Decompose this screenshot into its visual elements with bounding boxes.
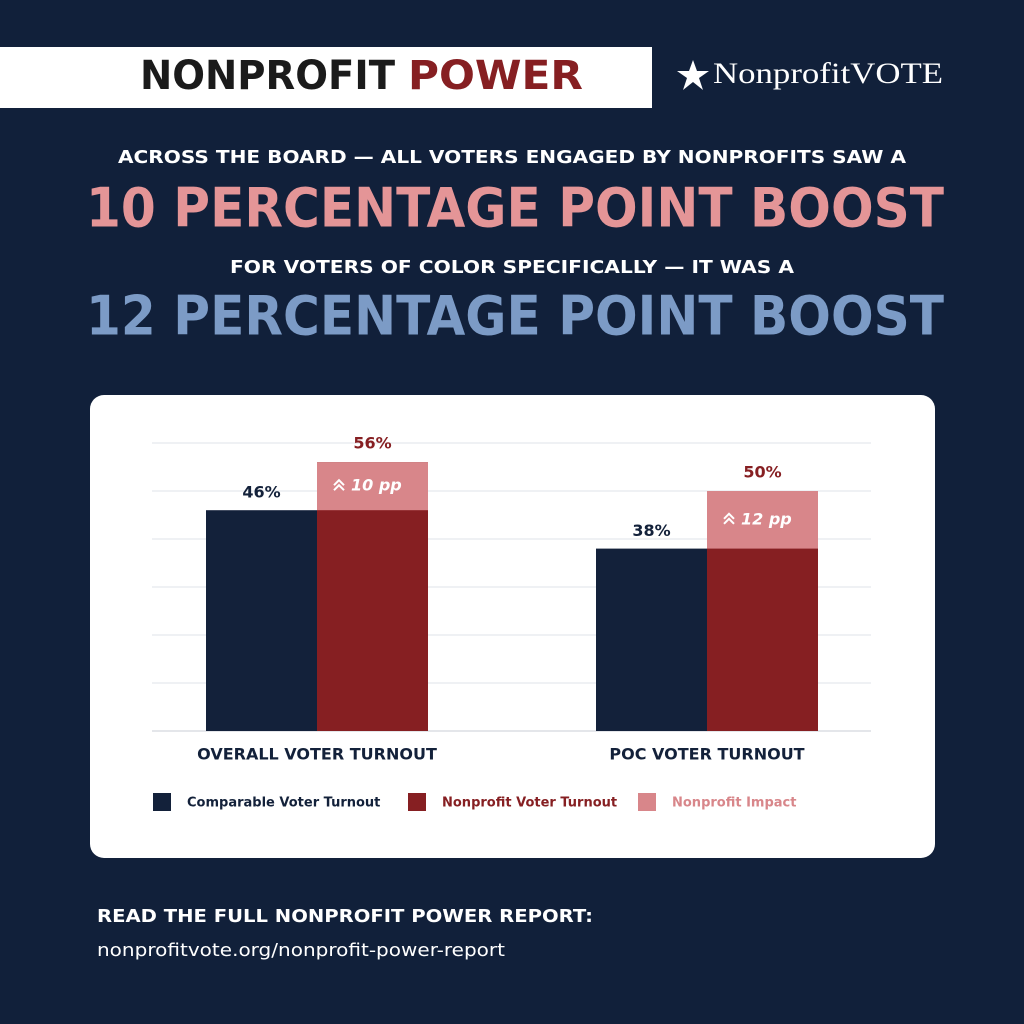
impact-segment [317,462,428,511]
x-tick-label: OVERALL VOTER TURNOUT [197,745,437,764]
header-title: NONPROFIT [140,53,396,99]
footer-url[interactable]: nonprofitvote.org/nonprofit-power-report [97,940,505,961]
impact-segment [707,491,818,549]
logo-star [677,60,709,90]
x-tick-label: POC VOTER TURNOUT [609,745,804,764]
bar [206,510,317,731]
impact-label: 12 pp [741,509,792,528]
header-band [0,47,652,108]
headline-big: 12 PERCENTAGE POINT BOOST [86,285,944,348]
header-title-accent: POWER [408,53,583,99]
chevron-icon [333,478,345,491]
bar [596,548,707,731]
legend-label: Nonprofit Impact [672,796,796,811]
value-label: 56% [353,434,391,453]
impact-label: 10 pp [351,476,402,495]
headline-line: ACROSS THE BOARD — ALL VOTERS ENGAGED BY… [118,147,906,168]
value-label: 50% [743,463,781,482]
value-label: 38% [632,521,670,540]
legend-swatch [153,793,171,811]
headline-big: 10 PERCENTAGE POINT BOOST [86,177,944,240]
legend-label: Nonprofit Voter Turnout [442,796,617,811]
value-label: 46% [242,483,280,502]
chart: OVERALL VOTER TURNOUT 46% 56% 10 pp POC VOTE… [152,434,871,811]
legend-swatch [638,793,656,811]
logo-text: NonprofitVOTE [713,57,943,90]
headline-line: FOR VOTERS OF COLOR SPECIFICALLY — IT WA… [230,257,794,278]
chevron-icon [723,512,735,525]
legend-swatch [408,793,426,811]
footer-heading: READ THE FULL NONPROFIT POWER REPORT: [97,906,593,927]
legend-label: Comparable Voter Turnout [187,796,380,811]
